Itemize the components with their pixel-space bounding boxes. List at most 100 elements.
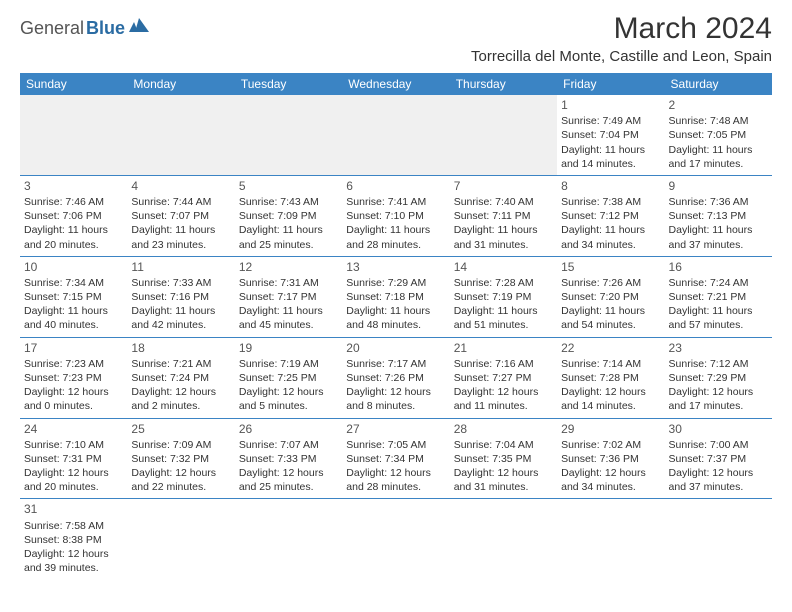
daylight-text: Daylight: 12 hours (131, 385, 230, 399)
daylight-text: Daylight: 11 hours (346, 223, 445, 237)
calendar-day-cell: 4Sunrise: 7:44 AMSunset: 7:07 PMDaylight… (127, 175, 234, 256)
daylight-text: and 31 minutes. (454, 238, 553, 252)
day-number: 20 (346, 340, 445, 356)
daylight-text: and 2 minutes. (131, 399, 230, 413)
daylight-text: Daylight: 11 hours (131, 223, 230, 237)
sunset-text: Sunset: 7:31 PM (24, 452, 123, 466)
sunrise-text: Sunrise: 7:21 AM (131, 357, 230, 371)
sunset-text: Sunset: 7:10 PM (346, 209, 445, 223)
location-text: Torrecilla del Monte, Castille and Leon,… (471, 48, 772, 65)
sunrise-text: Sunrise: 7:26 AM (561, 276, 660, 290)
calendar-day-cell: 25Sunrise: 7:09 AMSunset: 7:32 PMDayligh… (127, 418, 234, 499)
weekday-header: Friday (557, 73, 664, 95)
day-number: 9 (669, 178, 768, 194)
daylight-text: Daylight: 11 hours (346, 304, 445, 318)
daylight-text: Daylight: 11 hours (561, 143, 660, 157)
daylight-text: Daylight: 12 hours (24, 385, 123, 399)
daylight-text: and 37 minutes. (669, 480, 768, 494)
day-number: 11 (131, 259, 230, 275)
sunrise-text: Sunrise: 7:02 AM (561, 438, 660, 452)
sunset-text: Sunset: 7:07 PM (131, 209, 230, 223)
sunset-text: Sunset: 7:36 PM (561, 452, 660, 466)
sunrise-text: Sunrise: 7:16 AM (454, 357, 553, 371)
sunrise-text: Sunrise: 7:07 AM (239, 438, 338, 452)
sunset-text: Sunset: 7:11 PM (454, 209, 553, 223)
day-number: 23 (669, 340, 768, 356)
day-number: 19 (239, 340, 338, 356)
calendar-day-cell: 31Sunrise: 7:58 AMSunset: 8:38 PMDayligh… (20, 499, 127, 579)
day-number: 4 (131, 178, 230, 194)
calendar-day-cell: 9Sunrise: 7:36 AMSunset: 7:13 PMDaylight… (665, 175, 772, 256)
calendar-day-cell: 24Sunrise: 7:10 AMSunset: 7:31 PMDayligh… (20, 418, 127, 499)
day-number: 24 (24, 421, 123, 437)
calendar-day-cell: 30Sunrise: 7:00 AMSunset: 7:37 PMDayligh… (665, 418, 772, 499)
sunrise-text: Sunrise: 7:44 AM (131, 195, 230, 209)
daylight-text: and 14 minutes. (561, 399, 660, 413)
daylight-text: Daylight: 11 hours (454, 223, 553, 237)
daylight-text: and 23 minutes. (131, 238, 230, 252)
sunset-text: Sunset: 7:35 PM (454, 452, 553, 466)
calendar-week-row: 31Sunrise: 7:58 AMSunset: 8:38 PMDayligh… (20, 499, 772, 579)
daylight-text: and 22 minutes. (131, 480, 230, 494)
logo: GeneralBlue (20, 18, 151, 39)
day-number: 8 (561, 178, 660, 194)
sunrise-text: Sunrise: 7:34 AM (24, 276, 123, 290)
calendar-day-cell: 1Sunrise: 7:49 AMSunset: 7:04 PMDaylight… (557, 95, 664, 175)
sunrise-text: Sunrise: 7:48 AM (669, 114, 768, 128)
calendar-day-cell (342, 95, 449, 175)
calendar-day-cell: 8Sunrise: 7:38 AMSunset: 7:12 PMDaylight… (557, 175, 664, 256)
calendar-day-cell: 15Sunrise: 7:26 AMSunset: 7:20 PMDayligh… (557, 256, 664, 337)
daylight-text: Daylight: 11 hours (561, 304, 660, 318)
daylight-text: Daylight: 12 hours (454, 385, 553, 399)
daylight-text: Daylight: 12 hours (239, 466, 338, 480)
daylight-text: Daylight: 11 hours (669, 223, 768, 237)
calendar-day-cell: 5Sunrise: 7:43 AMSunset: 7:09 PMDaylight… (235, 175, 342, 256)
calendar-day-cell (235, 499, 342, 579)
day-number: 27 (346, 421, 445, 437)
calendar-week-row: 10Sunrise: 7:34 AMSunset: 7:15 PMDayligh… (20, 256, 772, 337)
sunset-text: Sunset: 7:17 PM (239, 290, 338, 304)
calendar-week-row: 24Sunrise: 7:10 AMSunset: 7:31 PM Dayligh… (20, 418, 772, 499)
calendar-day-cell: 16Sunrise: 7:24 AMSunset: 7:21 PMDayligh… (665, 256, 772, 337)
daylight-text: and 45 minutes. (239, 318, 338, 332)
sunset-text: Sunset: 7:32 PM (131, 452, 230, 466)
day-number: 7 (454, 178, 553, 194)
sunset-text: Sunset: 7:09 PM (239, 209, 338, 223)
sunrise-text: Sunrise: 7:19 AM (239, 357, 338, 371)
weekday-header: Saturday (665, 73, 772, 95)
calendar-day-cell: 21Sunrise: 7:16 AMSunset: 7:27 PMDayligh… (450, 337, 557, 418)
calendar-day-cell (450, 499, 557, 579)
sunrise-text: Sunrise: 7:58 AM (24, 519, 123, 533)
daylight-text: Daylight: 11 hours (669, 143, 768, 157)
daylight-text: Daylight: 12 hours (24, 547, 123, 561)
day-number: 25 (131, 421, 230, 437)
sunset-text: Sunset: 7:20 PM (561, 290, 660, 304)
sunset-text: Sunset: 7:16 PM (131, 290, 230, 304)
sunrise-text: Sunrise: 7:31 AM (239, 276, 338, 290)
weekday-header: Thursday (450, 73, 557, 95)
sunrise-text: Sunrise: 7:24 AM (669, 276, 768, 290)
daylight-text: and 34 minutes. (561, 238, 660, 252)
daylight-text: Daylight: 12 hours (346, 385, 445, 399)
sunrise-text: Sunrise: 7:40 AM (454, 195, 553, 209)
sunrise-text: Sunrise: 7:10 AM (24, 438, 123, 452)
calendar-day-cell (450, 95, 557, 175)
calendar-day-cell: 22Sunrise: 7:14 AMSunset: 7:28 PMDayligh… (557, 337, 664, 418)
calendar-day-cell: 19Sunrise: 7:19 AMSunset: 7:25 PMDayligh… (235, 337, 342, 418)
daylight-text: Daylight: 11 hours (24, 304, 123, 318)
sunset-text: Sunset: 7:21 PM (669, 290, 768, 304)
sunset-text: Sunset: 7:18 PM (346, 290, 445, 304)
sunset-text: Sunset: 7:27 PM (454, 371, 553, 385)
sunset-text: Sunset: 7:34 PM (346, 452, 445, 466)
day-number: 5 (239, 178, 338, 194)
calendar-day-cell: 26Sunrise: 7:07 AMSunset: 7:33 PMDayligh… (235, 418, 342, 499)
sunset-text: Sunset: 7:13 PM (669, 209, 768, 223)
sunset-text: Sunset: 7:37 PM (669, 452, 768, 466)
calendar-day-cell: 11Sunrise: 7:33 AMSunset: 7:16 PMDayligh… (127, 256, 234, 337)
sunset-text: Sunset: 7:26 PM (346, 371, 445, 385)
daylight-text: and 28 minutes. (346, 238, 445, 252)
calendar-day-cell (342, 499, 449, 579)
daylight-text: and 51 minutes. (454, 318, 553, 332)
sunset-text: Sunset: 8:38 PM (24, 533, 123, 547)
sunrise-text: Sunrise: 7:38 AM (561, 195, 660, 209)
